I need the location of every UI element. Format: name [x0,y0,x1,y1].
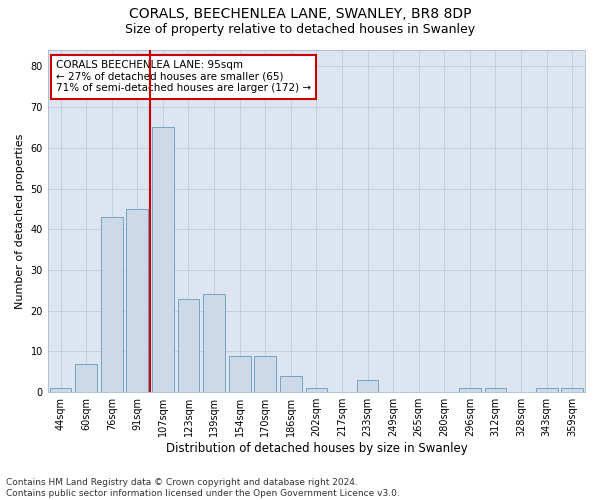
Text: CORALS BEECHENLEA LANE: 95sqm
← 27% of detached houses are smaller (65)
71% of s: CORALS BEECHENLEA LANE: 95sqm ← 27% of d… [56,60,311,94]
Bar [305,388,327,392]
Bar [203,294,225,392]
Bar [101,217,122,392]
Bar [536,388,557,392]
Bar [75,364,97,392]
Text: Size of property relative to detached houses in Swanley: Size of property relative to detached ho… [125,22,475,36]
Bar [280,376,302,392]
Bar [50,388,71,392]
Text: CORALS, BEECHENLEA LANE, SWANLEY, BR8 8DP: CORALS, BEECHENLEA LANE, SWANLEY, BR8 8D… [129,8,471,22]
Bar [485,388,506,392]
Bar [356,380,379,392]
Text: Contains HM Land Registry data © Crown copyright and database right 2024.
Contai: Contains HM Land Registry data © Crown c… [6,478,400,498]
Bar [127,209,148,392]
Bar [562,388,583,392]
Y-axis label: Number of detached properties: Number of detached properties [15,134,25,309]
Bar [178,298,199,392]
Bar [152,128,174,392]
Bar [254,356,276,392]
X-axis label: Distribution of detached houses by size in Swanley: Distribution of detached houses by size … [166,442,467,455]
Bar [229,356,251,392]
Bar [459,388,481,392]
